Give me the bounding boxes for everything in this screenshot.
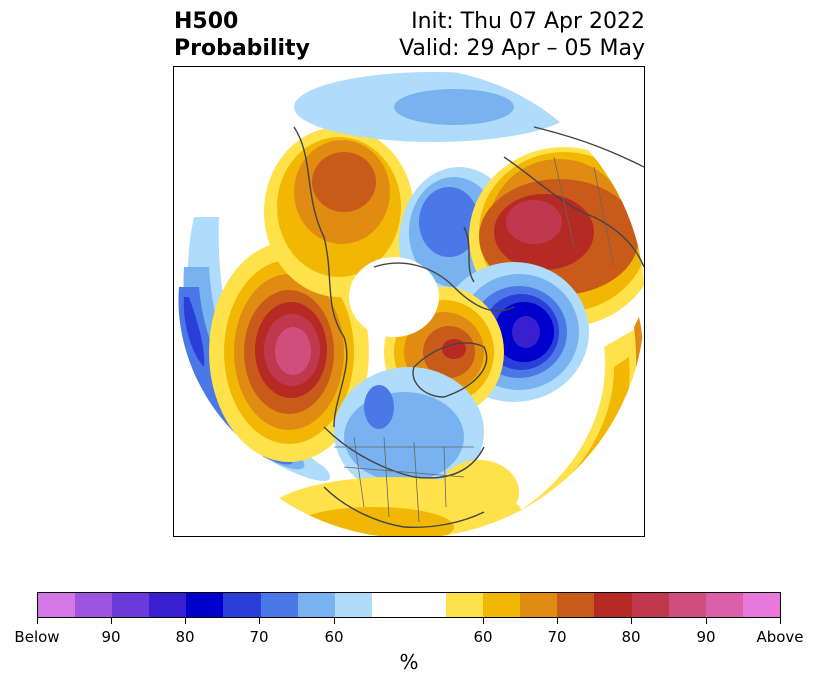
colorbar-segment xyxy=(297,593,335,617)
arctic-neutral xyxy=(349,257,439,337)
shading-layer xyxy=(175,68,644,536)
western-canada-above xyxy=(264,127,414,297)
colorbar-tick-label: Above xyxy=(756,628,804,646)
colorbar-tick-label: 90 xyxy=(696,628,716,646)
colorbar-tick xyxy=(483,618,484,624)
gulf-of-alaska-above xyxy=(209,242,369,462)
colorbar-segment xyxy=(334,593,372,617)
valid-range: Valid: 29 Apr – 05 May xyxy=(399,36,645,61)
colorbar-segment xyxy=(186,593,224,617)
colorbar-segment xyxy=(520,593,558,617)
colorbar-tick xyxy=(706,618,707,624)
title-type: Probability xyxy=(174,36,310,61)
colorbar-tick-label: 70 xyxy=(547,628,567,646)
colorbar-tick-label: 80 xyxy=(175,628,195,646)
colorbar-segment xyxy=(75,593,113,617)
borders xyxy=(334,156,615,523)
central-us-below xyxy=(334,367,484,497)
colorbar-tick-label: Below xyxy=(14,628,60,646)
colorbar-tick xyxy=(334,618,335,624)
title-variable: H500 xyxy=(174,9,239,34)
colorbar-tick xyxy=(37,618,38,624)
probability-colorbar xyxy=(37,592,781,618)
colorbar-tick xyxy=(557,618,558,624)
colorbar-tick-label: 60 xyxy=(324,628,344,646)
colorbar-segment xyxy=(631,593,669,617)
map-title: H500 Probability xyxy=(174,8,310,62)
colorbar-segment xyxy=(260,593,298,617)
colorbar-segment xyxy=(668,593,706,617)
colorbar-segment xyxy=(742,593,780,617)
map-dates: Init: Thu 07 Apr 2022 Valid: 29 Apr – 05… xyxy=(399,8,645,62)
coastlines xyxy=(293,126,644,529)
colorbar-segment xyxy=(557,593,595,617)
colorbar-units: % xyxy=(399,650,419,674)
colorbar-tick-label: 80 xyxy=(621,628,641,646)
colorbar-tick-label: 70 xyxy=(249,628,269,646)
colorbar-segment xyxy=(223,593,261,617)
colorbar-tick xyxy=(185,618,186,624)
top-below xyxy=(294,72,574,142)
colorbar-segment xyxy=(38,593,76,617)
southeast-us-above xyxy=(264,460,524,536)
colorbar-segment xyxy=(371,593,447,617)
colorbar-tick xyxy=(631,618,632,624)
colorbar-tick-label: 90 xyxy=(101,628,121,646)
colorbar-tick xyxy=(780,618,781,624)
colorbar-segment xyxy=(149,593,187,617)
colorbar-tick-label: 60 xyxy=(473,628,493,646)
colorbar-segment xyxy=(705,593,743,617)
colorbar-segment xyxy=(446,593,484,617)
init-date: Init: Thu 07 Apr 2022 xyxy=(411,9,645,34)
colorbar-tick xyxy=(111,618,112,624)
polar-projection xyxy=(175,68,644,536)
colorbar-segment xyxy=(483,593,521,617)
colorbar-segment xyxy=(594,593,632,617)
probability-map xyxy=(173,66,645,537)
colorbar-tick xyxy=(259,618,260,624)
colorbar-segment xyxy=(112,593,150,617)
